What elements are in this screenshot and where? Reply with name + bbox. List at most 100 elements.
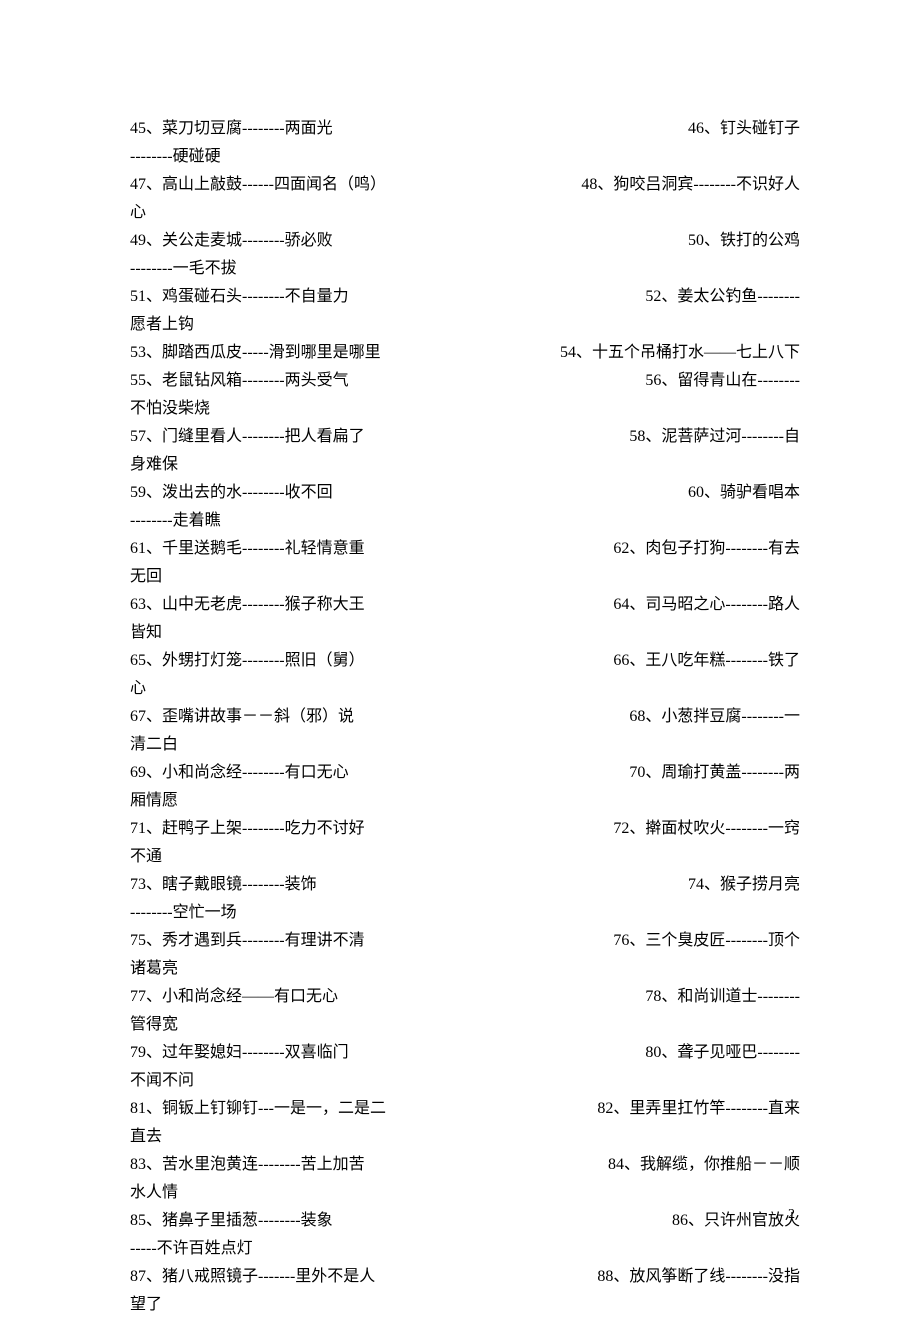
right-cell [465,311,800,339]
document-page: 45、菜刀切豆腐--------两面光46、钉头碰钉子--------硬碰硬47… [0,0,920,1302]
text-row: 63、山中无老虎--------猴子称大王64、司马昭之心--------路人 [130,591,800,619]
page-number: 2 [788,1203,795,1228]
text-row: 59、泼出去的水--------收不回60、骑驴看唱本 [130,479,800,507]
left-cell: --------空忙一场 [130,899,465,927]
right-cell: 74、猴子捞月亮 [465,871,800,899]
right-cell [465,1123,800,1151]
right-cell: 66、王八吃年糕--------铁了 [465,647,800,675]
right-cell [465,1291,800,1319]
right-cell: 82、里弄里扛竹竿--------直来 [465,1095,800,1123]
right-cell: 52、姜太公钓鱼-------- [465,283,800,311]
left-cell: 不闻不问 [130,1067,465,1095]
text-row: 不闻不问 [130,1067,800,1095]
text-row: 直去 [130,1123,800,1151]
text-row: --------一毛不拔 [130,255,800,283]
text-row: 67、歪嘴讲故事－－斜（邪）说68、小葱拌豆腐--------一 [130,703,800,731]
left-cell: --------一毛不拔 [130,255,465,283]
left-cell: 77、小和尚念经——有口无心 [130,983,465,1011]
right-cell [465,451,800,479]
right-cell: 72、擀面杖吹火--------一窍 [465,815,800,843]
right-cell: 76、三个臭皮匠--------顶个 [465,927,800,955]
left-cell: 不通 [130,843,465,871]
right-cell [465,563,800,591]
left-cell: 愿者上钩 [130,311,465,339]
right-cell [465,1067,800,1095]
left-cell: 63、山中无老虎--------猴子称大王 [130,591,465,619]
left-cell: 81、铜钣上钉铆钉---一是一，二是二 [130,1095,465,1123]
right-cell: 64、司马昭之心--------路人 [465,591,800,619]
left-cell: 83、苦水里泡黄连--------苦上加苦 [130,1151,465,1179]
text-row: 不怕没柴烧 [130,395,800,423]
right-cell [465,507,800,535]
text-row: 不通 [130,843,800,871]
left-cell: 诸葛亮 [130,955,465,983]
left-cell: 45、菜刀切豆腐--------两面光 [130,115,465,143]
text-row: 水人情 [130,1179,800,1207]
left-cell: 69、小和尚念经--------有口无心 [130,759,465,787]
left-cell: 厢情愿 [130,787,465,815]
left-cell: 不怕没柴烧 [130,395,465,423]
right-cell: 88、放风筝断了线--------没指 [465,1263,800,1291]
idioms-list: 45、菜刀切豆腐--------两面光46、钉头碰钉子--------硬碰硬47… [130,115,800,1319]
right-cell: 62、肉包子打狗--------有去 [465,535,800,563]
right-cell: 80、聋子见哑巴-------- [465,1039,800,1067]
text-row: 皆知 [130,619,800,647]
left-cell: 直去 [130,1123,465,1151]
text-row: 45、菜刀切豆腐--------两面光46、钉头碰钉子 [130,115,800,143]
right-cell: 48、狗咬吕洞宾--------不识好人 [465,171,800,199]
text-row: 57、门缝里看人--------把人看扁了58、泥菩萨过河--------自 [130,423,800,451]
right-cell [465,199,800,227]
text-row: 81、铜钣上钉铆钉---一是一，二是二82、里弄里扛竹竿--------直来 [130,1095,800,1123]
left-cell: 87、猪八戒照镜子-------里外不是人 [130,1263,465,1291]
left-cell: 61、千里送鹅毛--------礼轻情意重 [130,535,465,563]
text-row: --------硬碰硬 [130,143,800,171]
right-cell: 50、铁打的公鸡 [465,227,800,255]
left-cell: --------硬碰硬 [130,143,465,171]
left-cell: 无回 [130,563,465,591]
text-row: 无回 [130,563,800,591]
text-row: --------走着瞧 [130,507,800,535]
left-cell: 65、外甥打灯笼--------照旧（舅） [130,647,465,675]
text-row: 83、苦水里泡黄连--------苦上加苦84、我解缆，你推船－－顺 [130,1151,800,1179]
right-cell [465,143,800,171]
right-cell: 86、只许州官放火 [465,1207,800,1235]
text-row: 55、老鼠钻风箱--------两头受气56、留得青山在-------- [130,367,800,395]
right-cell [465,619,800,647]
right-cell: 54、十五个吊桶打水——七上八下 [465,339,800,367]
left-cell: 清二白 [130,731,465,759]
left-cell: 51、鸡蛋碰石头--------不自量力 [130,283,465,311]
left-cell: 心 [130,675,465,703]
left-cell: 55、老鼠钻风箱--------两头受气 [130,367,465,395]
text-row: 65、外甥打灯笼--------照旧（舅）66、王八吃年糕--------铁了 [130,647,800,675]
text-row: 清二白 [130,731,800,759]
text-row: 77、小和尚念经——有口无心78、和尚训道士-------- [130,983,800,1011]
right-cell [465,787,800,815]
text-row: 87、猪八戒照镜子-------里外不是人88、放风筝断了线--------没指 [130,1263,800,1291]
text-row: 管得宽 [130,1011,800,1039]
left-cell: 皆知 [130,619,465,647]
left-cell: 57、门缝里看人--------把人看扁了 [130,423,465,451]
right-cell [465,675,800,703]
text-row: 51、鸡蛋碰石头--------不自量力52、姜太公钓鱼-------- [130,283,800,311]
text-row: 49、关公走麦城--------骄必败50、铁打的公鸡 [130,227,800,255]
text-row: 75、秀才遇到兵--------有理讲不清76、三个臭皮匠--------顶个 [130,927,800,955]
right-cell [465,1179,800,1207]
right-cell [465,1011,800,1039]
right-cell: 84、我解缆，你推船－－顺 [465,1151,800,1179]
text-row: 心 [130,675,800,703]
text-row: --------空忙一场 [130,899,800,927]
text-row: 61、千里送鹅毛--------礼轻情意重62、肉包子打狗--------有去 [130,535,800,563]
right-cell: 46、钉头碰钉子 [465,115,800,143]
text-row: 心 [130,199,800,227]
left-cell: 71、赶鸭子上架--------吃力不讨好 [130,815,465,843]
right-cell: 58、泥菩萨过河--------自 [465,423,800,451]
text-row: 望了 [130,1291,800,1319]
left-cell: --------走着瞧 [130,507,465,535]
right-cell [465,899,800,927]
right-cell [465,843,800,871]
left-cell: 73、瞎子戴眼镜--------装饰 [130,871,465,899]
text-row: 诸葛亮 [130,955,800,983]
right-cell [465,955,800,983]
left-cell: 53、脚踏西瓜皮-----滑到哪里是哪里 [130,339,465,367]
text-row: -----不许百姓点灯 [130,1235,800,1263]
